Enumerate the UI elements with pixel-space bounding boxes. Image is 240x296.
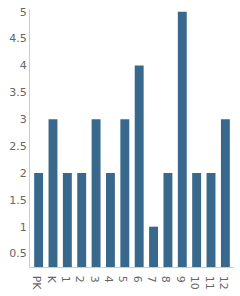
- svg-text:PK: PK: [30, 276, 43, 291]
- svg-text:K: K: [44, 276, 57, 284]
- svg-text:2: 2: [73, 276, 86, 283]
- svg-text:10: 10: [188, 276, 201, 290]
- svg-text:4: 4: [20, 59, 27, 72]
- svg-text:4: 4: [102, 276, 115, 283]
- svg-text:3: 3: [88, 276, 101, 283]
- svg-text:4.5: 4.5: [9, 32, 27, 45]
- svg-text:0.5: 0.5: [9, 247, 27, 260]
- svg-text:11: 11: [203, 276, 216, 290]
- svg-text:9: 9: [174, 276, 187, 283]
- svg-text:8: 8: [159, 276, 172, 283]
- svg-text:1.5: 1.5: [9, 194, 27, 207]
- svg-text:5: 5: [116, 276, 129, 283]
- svg-text:5: 5: [20, 6, 27, 19]
- svg-text:2.5: 2.5: [9, 140, 27, 153]
- svg-text:12: 12: [217, 276, 230, 290]
- svg-text:7: 7: [145, 276, 158, 283]
- svg-text:1: 1: [59, 276, 72, 283]
- svg-text:3: 3: [20, 113, 27, 126]
- svg-text:1: 1: [20, 221, 27, 234]
- svg-text:6: 6: [131, 276, 144, 283]
- svg-text:3.5: 3.5: [9, 86, 27, 99]
- svg-text:2: 2: [20, 167, 27, 180]
